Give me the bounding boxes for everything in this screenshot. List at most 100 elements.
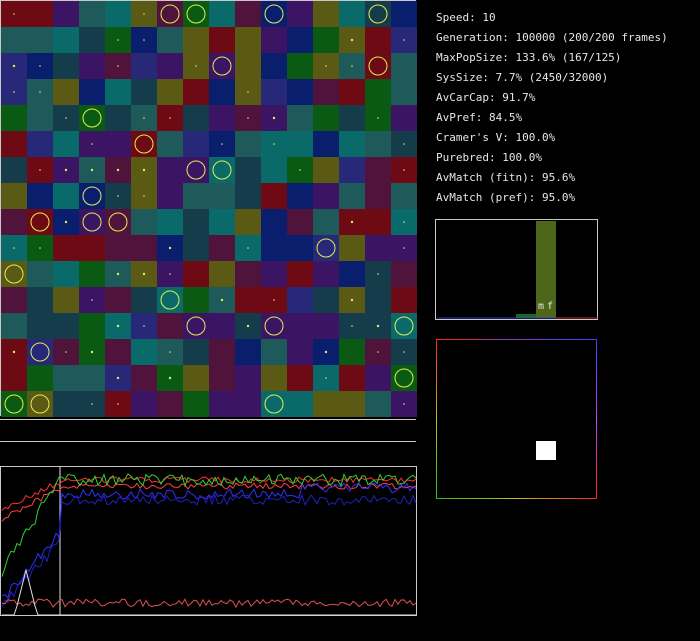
population-marker [350, 220, 354, 224]
population-marker [376, 324, 380, 328]
graph-series-red-1 [1, 476, 417, 511]
grid-cell [287, 53, 313, 79]
population-marker [90, 168, 94, 172]
grid-cell [79, 79, 105, 105]
population-marker [403, 351, 405, 353]
grid-cell [313, 1, 339, 27]
population-marker [160, 4, 180, 24]
population-marker [351, 325, 353, 327]
grid-cell [183, 183, 209, 209]
population-marker [30, 212, 50, 232]
grid-cell [313, 209, 339, 235]
grid-cell [287, 209, 313, 235]
grid-cell [183, 339, 209, 365]
max-pop-size-stat: MaxPopSize: 133.6% (167/125) [436, 51, 622, 64]
grid-cell [1, 365, 27, 391]
population-marker [91, 143, 93, 145]
grid-cell [287, 131, 313, 157]
grid-cell [209, 313, 235, 339]
population-marker [117, 65, 119, 67]
grid-cell [365, 79, 391, 105]
population-marker [117, 39, 119, 41]
grid-cell [53, 287, 79, 313]
population-marker [65, 117, 67, 119]
population-marker [186, 160, 206, 180]
population-marker [273, 143, 275, 145]
population-marker [377, 351, 379, 353]
sys-size-stat: SysSize: 7.7% (2450/32000) [436, 71, 609, 84]
population-marker [221, 143, 223, 145]
grid-cell [365, 365, 391, 391]
grid-cell [183, 79, 209, 105]
grid-cell [183, 209, 209, 235]
population-marker [325, 377, 327, 379]
grid-cell [79, 235, 105, 261]
population-marker [247, 91, 249, 93]
grid-cell [157, 313, 183, 339]
grid-cell [53, 131, 79, 157]
grid-cell [287, 365, 313, 391]
generation-progress-bar [0, 419, 416, 442]
grid-cell [339, 1, 365, 27]
population-marker [12, 64, 16, 68]
population-marker [325, 65, 327, 67]
grid-cell [313, 27, 339, 53]
grid-cell [105, 105, 131, 131]
grid-cell [27, 27, 53, 53]
grid-cell [53, 261, 79, 287]
grid-cell [53, 79, 79, 105]
population-marker [350, 38, 354, 42]
grid-cell [313, 313, 339, 339]
grid-cell [365, 391, 391, 417]
grid-cell [53, 313, 79, 339]
grid-cell [339, 261, 365, 287]
population-marker [143, 13, 145, 15]
population-marker [143, 325, 145, 327]
population-marker [350, 298, 354, 302]
population-marker [4, 394, 24, 414]
grid-cell [27, 1, 53, 27]
grid-cell [209, 235, 235, 261]
grid-cell [313, 105, 339, 131]
grid-cell [287, 105, 313, 131]
pref-border-right [596, 339, 597, 499]
grid-cell [183, 391, 209, 417]
av-car-cap-stat: AvCarCap: 91.7% [436, 91, 536, 104]
grid-cell [313, 131, 339, 157]
grid-cell [157, 79, 183, 105]
population-marker [108, 212, 128, 232]
grid-cell [391, 105, 417, 131]
grid-cell [339, 79, 365, 105]
population-marker [195, 65, 197, 67]
population-marker [169, 117, 171, 119]
population-marker [30, 394, 50, 414]
grid-cell [53, 53, 79, 79]
grid-cell [27, 365, 53, 391]
population-marker [299, 169, 301, 171]
grid-cell [287, 261, 313, 287]
grid-cell [391, 261, 417, 287]
pref-border-top [436, 339, 597, 340]
population-marker [13, 91, 15, 93]
grid-cell [1, 287, 27, 313]
population-marker [4, 264, 24, 284]
grid-cell [53, 365, 79, 391]
grid-cell [183, 27, 209, 53]
grid-cell [79, 313, 105, 339]
population-marker [169, 351, 171, 353]
grid-cell [1, 209, 27, 235]
grid-cell [391, 183, 417, 209]
population-marker [116, 272, 120, 276]
population-marker [116, 324, 120, 328]
grid-cell [157, 131, 183, 157]
grid-cell [235, 27, 261, 53]
cramers-v-stat: Cramer's V: 100.0% [436, 131, 556, 144]
population-marker [403, 403, 405, 405]
grid-cell [183, 235, 209, 261]
grid-cell [209, 391, 235, 417]
population-marker [82, 186, 102, 206]
preference-space [436, 339, 597, 499]
grid-cell [131, 209, 157, 235]
grid-cell [53, 183, 79, 209]
population-marker [160, 290, 180, 310]
